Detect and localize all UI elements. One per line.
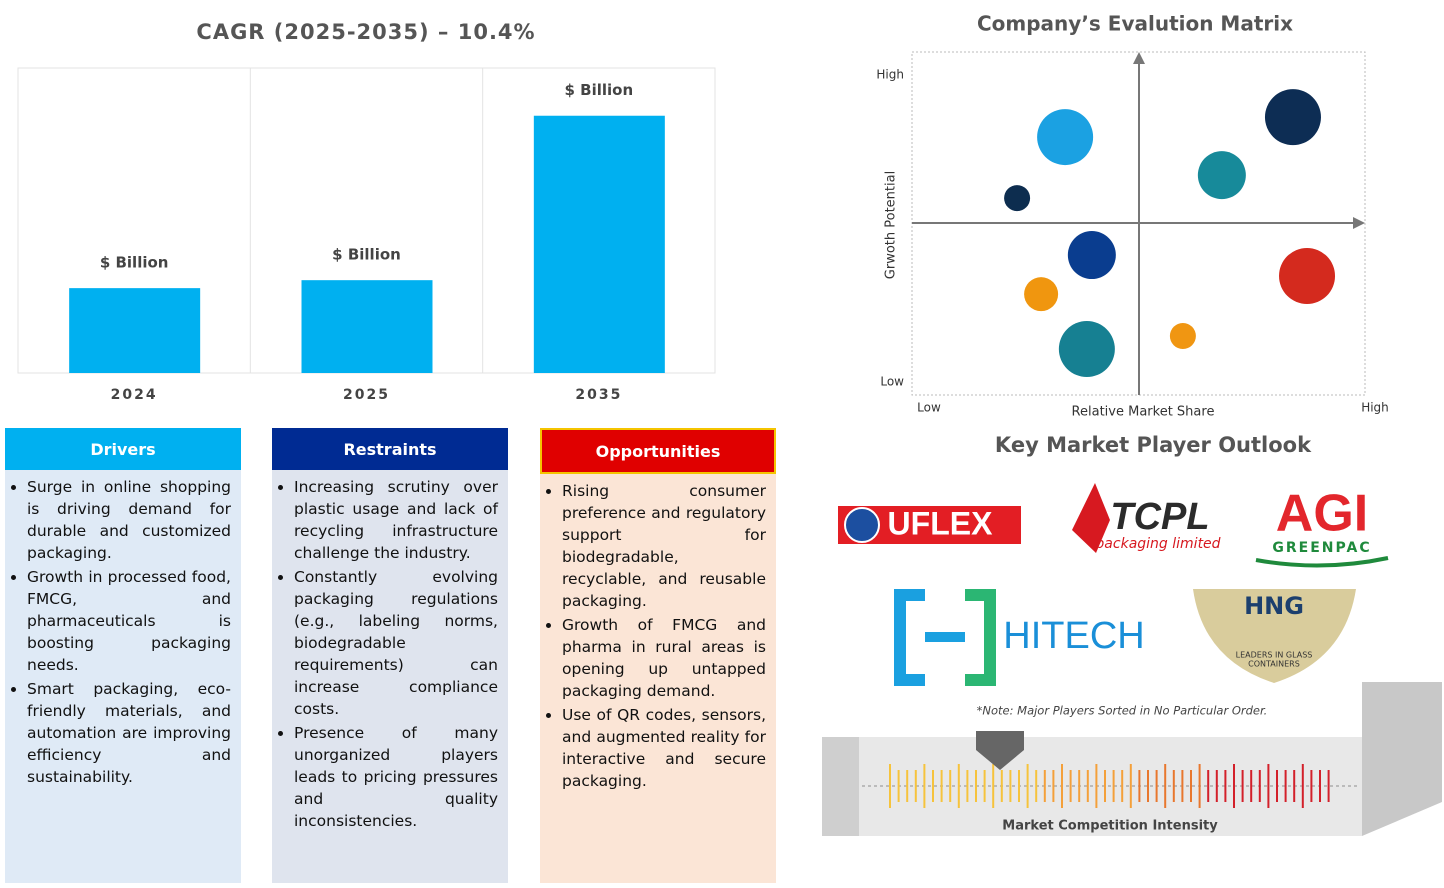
bar <box>69 288 201 373</box>
value-label: $ Billion <box>100 254 169 272</box>
logo-mark <box>965 589 996 686</box>
panel-list: Surge in online shopping is driving dema… <box>5 476 241 788</box>
panel-item: Presence of many unorganized players lea… <box>294 722 498 832</box>
logo-subtext: LEADERS IN GLASS <box>1236 651 1313 660</box>
panel-item: Rising consumer preference and regulator… <box>562 480 766 612</box>
chart-title: CAGR (2025-2035) – 10.4% <box>196 20 535 44</box>
intensity-label: Market Competition Intensity <box>1002 819 1218 834</box>
panel-item: Use of QR codes, sensors, and augmented … <box>562 704 766 792</box>
logo-mark <box>894 589 925 686</box>
note: *Note: Major Players Sorted in No Partic… <box>977 704 1268 718</box>
x-tick-label: 2035 <box>575 387 622 403</box>
x-tick-label: 2024 <box>111 387 158 403</box>
bubble <box>1004 185 1031 212</box>
arrow <box>1133 52 1145 64</box>
band-end <box>1362 682 1442 836</box>
bar <box>301 280 433 373</box>
panel-item: Growth in processed food, FMCG, and phar… <box>27 566 231 676</box>
x-tick-label: Low <box>917 401 941 415</box>
panel-item: Surge in online shopping is driving dema… <box>27 476 231 564</box>
y-axis-label: Grwoth Potential <box>884 171 899 279</box>
pointer <box>976 731 1024 770</box>
bubble <box>1024 277 1059 312</box>
panel-title: Opportunities <box>540 428 776 474</box>
bubble <box>1058 321 1115 378</box>
x-tick-label: High <box>1361 401 1389 415</box>
value-label: $ Billion <box>565 81 634 99</box>
panel-item: Growth of FMCG and pharma in rural areas… <box>562 614 766 702</box>
y-tick-label: High <box>876 68 904 82</box>
x-tick-label: 2025 <box>343 387 390 403</box>
logo-text: UFLEX <box>888 505 994 541</box>
panel-item: Constantly evolving packaging regulation… <box>294 566 498 720</box>
panel-list: Increasing scrutiny over plastic usage a… <box>272 476 508 832</box>
bubble <box>1279 247 1336 304</box>
bubble <box>1197 151 1246 200</box>
chart-title: Company’s Evalution Matrix <box>977 12 1293 36</box>
logo-subtext: GREENPAC <box>1272 540 1371 556</box>
panel-item: Smart packaging, eco-friendly materials,… <box>27 678 231 788</box>
logo-text: TCPL <box>1110 496 1209 538</box>
logo-text: HITECH <box>1003 615 1144 657</box>
logo-mark <box>1072 483 1110 553</box>
logo-swoosh <box>1255 556 1389 568</box>
bubble <box>1067 231 1116 280</box>
logo-globe <box>844 507 880 543</box>
section-title: Key Market Player Outlook <box>995 433 1312 457</box>
logo-mark <box>925 632 965 642</box>
bubble <box>1169 323 1196 350</box>
bubble <box>1264 89 1321 146</box>
panel: Drivers Surge in online shopping is drivi… <box>5 428 241 883</box>
panel-title: Drivers <box>5 428 241 470</box>
bar <box>533 115 665 373</box>
logo-subtext: CONTAINERS <box>1248 660 1300 669</box>
panel-title: Restraints <box>272 428 508 470</box>
arrow <box>1353 217 1365 229</box>
panel: Restraints Increasing scrutiny over plast… <box>272 428 508 883</box>
band-start <box>822 737 859 836</box>
panel-list: Rising consumer preference and regulator… <box>540 480 776 792</box>
logo-text: AGI <box>1276 485 1368 543</box>
panel-item: Increasing scrutiny over plastic usage a… <box>294 476 498 564</box>
y-tick-label: Low <box>880 375 904 389</box>
logo-text: HNG <box>1244 592 1304 620</box>
value-label: $ Billion <box>332 246 401 264</box>
panel: Opportunities Rising consumer preference … <box>540 428 776 883</box>
logo-shield <box>1193 589 1356 683</box>
x-axis-label: Relative Market Share <box>1072 405 1215 420</box>
logo-subtext: packaging limited <box>1094 536 1220 552</box>
bubble <box>1037 109 1094 166</box>
